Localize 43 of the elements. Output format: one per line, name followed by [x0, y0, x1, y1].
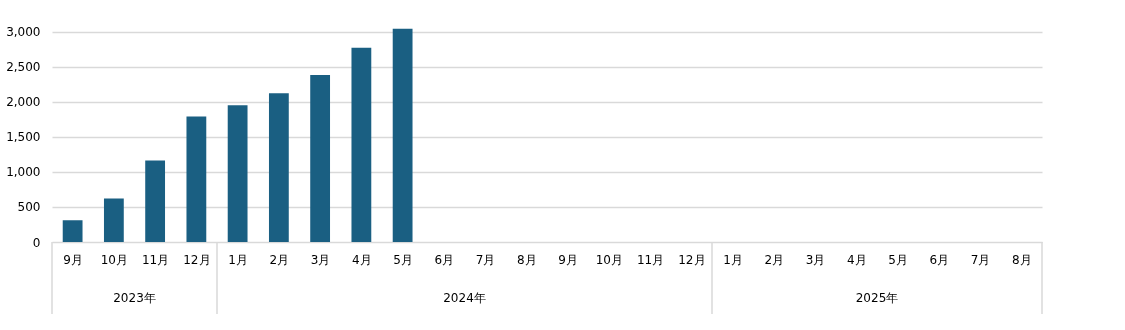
x-tick-label: 3月 — [310, 252, 331, 267]
text: 2023年 — [113, 291, 156, 305]
x-tick-label: 6月 — [434, 252, 455, 267]
x-tick-label: 4月 — [352, 252, 372, 267]
x-tick-label: 10月 — [595, 252, 624, 267]
bar — [310, 75, 331, 242]
x-tick-label: 12月 — [183, 252, 211, 267]
bar — [268, 93, 289, 242]
text: 2024年 — [443, 291, 486, 305]
y-tick-label: 2,500 — [6, 60, 41, 75]
x-tick-label: 9月 — [63, 252, 83, 267]
y-tick-label: 1,000 — [6, 165, 41, 180]
y-tick-label: 1,500 — [6, 130, 41, 145]
x-tick-label: 7月 — [970, 252, 991, 267]
bar — [186, 116, 207, 242]
x-tick-label: 11月 — [141, 252, 170, 267]
bar — [103, 198, 124, 242]
x-tick-label: 3月 — [805, 252, 826, 267]
x-tick-label: 10月 — [100, 252, 129, 267]
bar — [392, 28, 413, 242]
x-tick-label: 6月 — [929, 252, 950, 267]
x-tick-label: 5月 — [393, 252, 413, 267]
x-tick-label: 8月 — [517, 252, 537, 267]
x-tick-label: 5月 — [888, 252, 908, 267]
bar — [351, 47, 372, 242]
x-tick-label: 2月 — [269, 252, 290, 267]
x-tick-label: 9月 — [558, 252, 578, 267]
x-tick-label: 11月 — [636, 252, 665, 267]
y-tick-label: 0 — [32, 235, 41, 250]
bar — [62, 220, 83, 242]
bar — [145, 160, 166, 242]
y-tick-label: 2,000 — [6, 95, 41, 110]
y-tick-label: 3,000 — [6, 25, 41, 40]
x-tick-label: 4月 — [847, 252, 867, 267]
x-tick-label: 2月 — [764, 252, 785, 267]
x-tick-label: 12月 — [678, 252, 706, 267]
x-tick-label: 7月 — [475, 252, 496, 267]
x-tick-label: 1月 — [228, 252, 248, 267]
x-tick-label: 1月 — [723, 252, 743, 267]
text: 2025年 — [855, 291, 899, 305]
bar — [227, 105, 248, 242]
x-tick-label: 8月 — [1012, 252, 1032, 267]
y-tick-label: 500 — [17, 200, 41, 215]
